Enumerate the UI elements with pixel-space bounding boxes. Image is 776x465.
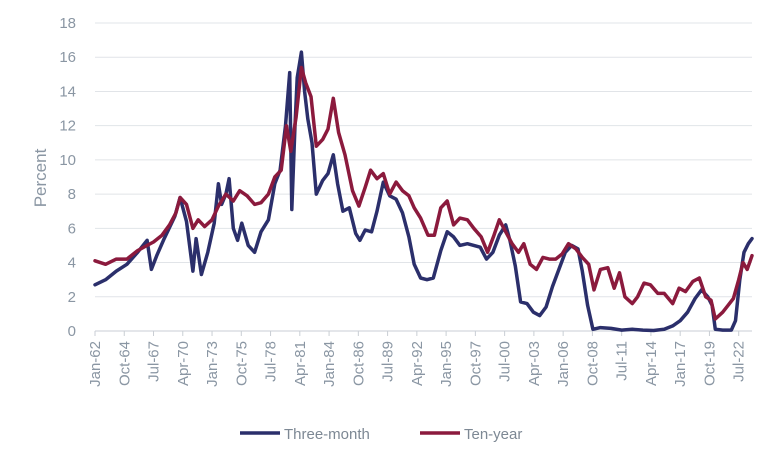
x-tick-label: Jan-17	[672, 341, 689, 387]
x-tick-label: Oct-75	[233, 341, 250, 386]
x-tick-label: Apr-14	[643, 341, 660, 386]
y-tick-label: 0	[68, 323, 76, 340]
x-tick-label: Jul-11	[614, 341, 631, 381]
x-tick-label: Apr-03	[526, 341, 543, 386]
y-tick-label: 16	[59, 49, 76, 66]
x-tick-label: Jan-62	[87, 341, 104, 387]
y-tick-label: 10	[59, 152, 76, 169]
y-axis-title: Percent	[31, 148, 50, 207]
y-tick-label: 18	[59, 15, 76, 32]
x-tick-label: Jul-22	[731, 341, 748, 382]
x-tick-label: Jan-73	[204, 341, 221, 387]
legend-label-three-month: Three-month	[284, 426, 370, 443]
x-tick-label: Jan-84	[321, 341, 338, 387]
y-axis-ticks: 0 2 4 6 8 10 12 14 16 18	[59, 15, 76, 340]
legend-label-ten-year: Ten-year	[464, 426, 522, 443]
x-tick-label: Apr-81	[292, 341, 309, 386]
x-axis-ticks: Jan-62 Oct-64 Jul-67 Apr-70 Jan-73 Oct-75 Jul-…	[87, 331, 748, 387]
x-tick-label: Apr-70	[175, 341, 192, 386]
y-tick-label: 12	[59, 118, 76, 135]
y-tick-label: 2	[68, 289, 76, 306]
x-tick-label: Jul-67	[146, 341, 163, 382]
y-tick-label: 4	[68, 255, 76, 272]
x-tick-label: Oct-08	[584, 341, 601, 386]
x-tick-label: Jul-78	[263, 341, 280, 382]
x-tick-label: Apr-92	[409, 341, 426, 386]
x-tick-label: Oct-64	[116, 341, 133, 386]
x-tick-label: Oct-86	[350, 341, 367, 386]
x-tick-label: Jan-06	[555, 341, 572, 387]
series-lines	[93, 50, 754, 333]
x-tick-label: Jan-95	[438, 341, 455, 387]
gridlines	[95, 22, 752, 332]
x-tick-label: Oct-97	[467, 341, 484, 386]
x-tick-label: Oct-19	[701, 341, 718, 386]
x-tick-label: Jul-89	[380, 341, 397, 382]
y-tick-label: 8	[68, 186, 76, 203]
x-tick-label: Jul-00	[497, 341, 514, 382]
y-tick-label: 6	[68, 220, 76, 237]
series-line-ten-year	[93, 65, 754, 321]
legend: Three-month Ten-year	[240, 426, 522, 443]
y-tick-label: 14	[59, 83, 76, 100]
